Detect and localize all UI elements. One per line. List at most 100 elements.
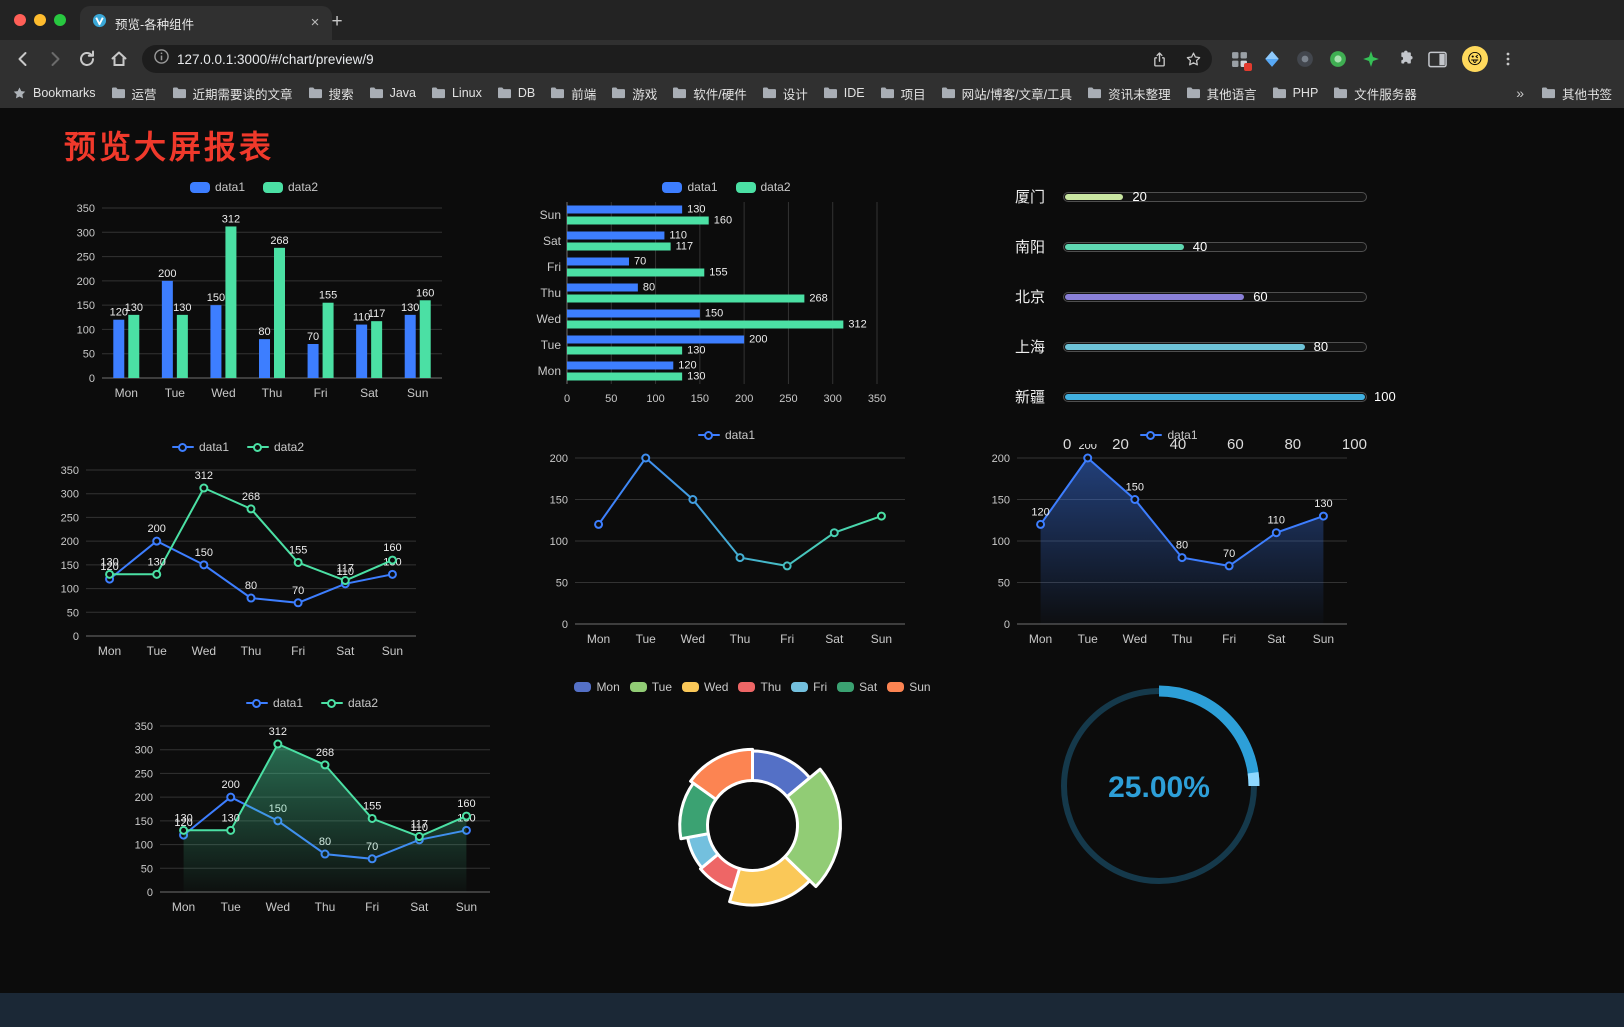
bookmark-folder[interactable]: 其他语言 [1186, 84, 1257, 103]
svg-text:0: 0 [563, 393, 569, 405]
progress-label: 上海 [1015, 339, 1046, 356]
progress-track: 40 [1063, 238, 1367, 254]
browser-tab[interactable]: 预览-各种组件 × [80, 6, 332, 40]
area-single-chart[interactable]: 0 50 100 150 200 Mon Tue Wed Thu Fri Sat Sun 120 200 1… [973, 444, 1365, 654]
bookmark-folder[interactable]: 近期需要读的文章 [172, 84, 293, 103]
bookmark-folder[interactable]: Java [369, 84, 416, 103]
vertical-bar-chart[interactable]: 050100150200250300350Mon120130Tue200130W… [58, 196, 450, 408]
dashboard-page: 预览大屏报表 data1 data2 0 50 100 150 200 250 300 350 Mo… [0, 122, 1624, 988]
legend-item-Tue[interactable]: Tue [629, 680, 672, 694]
minimize-window-button[interactable] [34, 14, 46, 26]
svg-text:Tue: Tue [635, 632, 656, 646]
legend-item-data1[interactable]: data1 [171, 440, 229, 454]
svg-text:250: 250 [77, 252, 95, 264]
gauge-chart[interactable]: 25.00% [1053, 680, 1265, 892]
extension-dark-circle-icon[interactable] [1294, 48, 1316, 70]
home-icon[interactable] [104, 44, 134, 74]
bookmark-folder[interactable]: DB [497, 84, 535, 103]
tab-close-icon[interactable]: × [310, 14, 320, 31]
browser-menu-icon[interactable] [1496, 47, 1520, 71]
legend-item-data2[interactable]: data2 [263, 180, 318, 194]
progress-fill [1065, 243, 1184, 250]
legend-item-data1[interactable]: data1 [662, 180, 718, 194]
legend-item-Sat[interactable]: Sat [837, 680, 877, 694]
other-bookmarks-item[interactable]: 其他书签 [1541, 84, 1612, 103]
gradient-chart[interactable]: 0 50 100 150 200 Mon Tue Wed Thu Fri Sat Sun [531, 444, 923, 654]
star-icon [13, 87, 26, 98]
bookmark-folder[interactable]: IDE [823, 84, 865, 103]
extension-gem-icon[interactable] [1261, 48, 1283, 70]
legend-item-Mon[interactable]: Mon [574, 680, 620, 694]
doughnut-chart[interactable] [635, 706, 870, 941]
svg-text:Thu: Thu [540, 286, 561, 300]
profile-avatar[interactable]: 😜 [1462, 46, 1488, 72]
legend-item-data2[interactable]: data2 [735, 180, 791, 194]
new-tab-button[interactable]: + [331, 11, 343, 32]
bookmark-folder[interactable]: 文件服务器 [1333, 84, 1417, 103]
legend-item-data1[interactable]: data1 [189, 180, 245, 194]
side-panel-icon[interactable] [1426, 48, 1448, 70]
progress-value: 40 [1192, 238, 1208, 254]
share-icon[interactable] [1146, 46, 1172, 72]
bookmarks-manager-item[interactable]: Bookmarks [12, 86, 96, 101]
svg-text:Thu: Thu [729, 632, 750, 646]
extension-green-star-icon[interactable] [1360, 48, 1382, 70]
bookmark-star-icon[interactable] [1180, 46, 1206, 72]
legend-item-data1[interactable]: data1 [1140, 428, 1198, 442]
forward-icon[interactable] [40, 44, 70, 74]
svg-text:268: 268 [242, 491, 260, 503]
extensions-puzzle-icon[interactable] [1393, 48, 1415, 70]
svg-text:Fri: Fri [314, 386, 328, 400]
close-window-button[interactable] [14, 14, 26, 26]
svg-text:200: 200 [77, 276, 95, 288]
bookmark-folder[interactable]: 游戏 [611, 84, 657, 103]
svg-text:Wed: Wed [1123, 632, 1147, 646]
legend-item-Fri[interactable]: Fri [791, 680, 827, 694]
legend-label: data2 [760, 180, 791, 194]
legend-item-data1[interactable]: data1 [245, 696, 303, 710]
legend-label: data2 [274, 440, 305, 454]
site-info-icon[interactable] [154, 49, 169, 69]
bookmark-folder[interactable]: PHP [1272, 84, 1318, 103]
back-icon[interactable] [8, 44, 38, 74]
legend-item-data2[interactable]: data2 [321, 696, 378, 710]
extension-grid-icon[interactable] [1228, 48, 1252, 71]
bottom-strip [0, 993, 1624, 1027]
bookmark-folder[interactable]: 资讯未整理 [1087, 84, 1171, 103]
bookmark-folder[interactable]: Linux [431, 84, 482, 103]
two-series-chart[interactable]: 0 50 100 150 200 250 300 350 Mon Tue Wed Thu Fri Sat S… [42, 456, 434, 666]
bookmark-folder[interactable]: 前端 [550, 84, 596, 103]
progress-label: 北京 [1015, 289, 1046, 306]
svg-text:Mon: Mon [1029, 632, 1052, 646]
bookmark-folder[interactable]: 搜索 [308, 84, 354, 103]
bookmark-label: DB [517, 86, 536, 100]
chart-legend: data1 [1140, 428, 1198, 442]
svg-text:110: 110 [337, 566, 355, 578]
svg-text:200: 200 [222, 779, 240, 791]
legend-item-Thu[interactable]: Thu [738, 680, 781, 694]
extension-green-circle-icon[interactable] [1327, 48, 1349, 70]
bookmark-folder[interactable]: 设计 [762, 84, 808, 103]
svg-text:150: 150 [1126, 482, 1144, 494]
bookmarks-overflow-icon[interactable]: » [1516, 85, 1524, 101]
bookmark-folder[interactable]: 软件/硬件 [672, 84, 747, 103]
bookmark-folder[interactable]: 运营 [111, 84, 157, 103]
bookmark-folder[interactable]: 网站/博客/文章/工具 [941, 84, 1072, 103]
chart-cell-line-area: data1 data2 0 50 100 150 200 250 300 350 Mon Tue Wed… [72, 678, 552, 988]
legend-swatch [263, 181, 283, 193]
url-bar[interactable]: 127.0.0.1:3000/#/chart/preview/9 [142, 45, 1212, 73]
two-series-area-chart[interactable]: 0 50 100 150 200 250 300 350 Mon Tue Wed Thu Fri Sat S… [116, 712, 508, 922]
tab-favicon [92, 13, 107, 33]
svg-text:Wed: Wed [680, 632, 704, 646]
legend-item-Sun[interactable]: Sun [887, 680, 931, 694]
fullscreen-window-button[interactable] [54, 14, 66, 26]
refresh-icon[interactable] [72, 44, 102, 74]
legend-item-data2[interactable]: data2 [247, 440, 304, 454]
legend-item-data1[interactable]: data1 [697, 428, 755, 442]
bookmark-folder[interactable]: 项目 [880, 84, 926, 103]
chart-legend: data1 data2 [171, 440, 304, 454]
legend-item-Wed[interactable]: Wed [682, 680, 728, 694]
chart-legend: data1 data2 [662, 180, 791, 194]
bookmark-label: Linux [451, 86, 482, 100]
